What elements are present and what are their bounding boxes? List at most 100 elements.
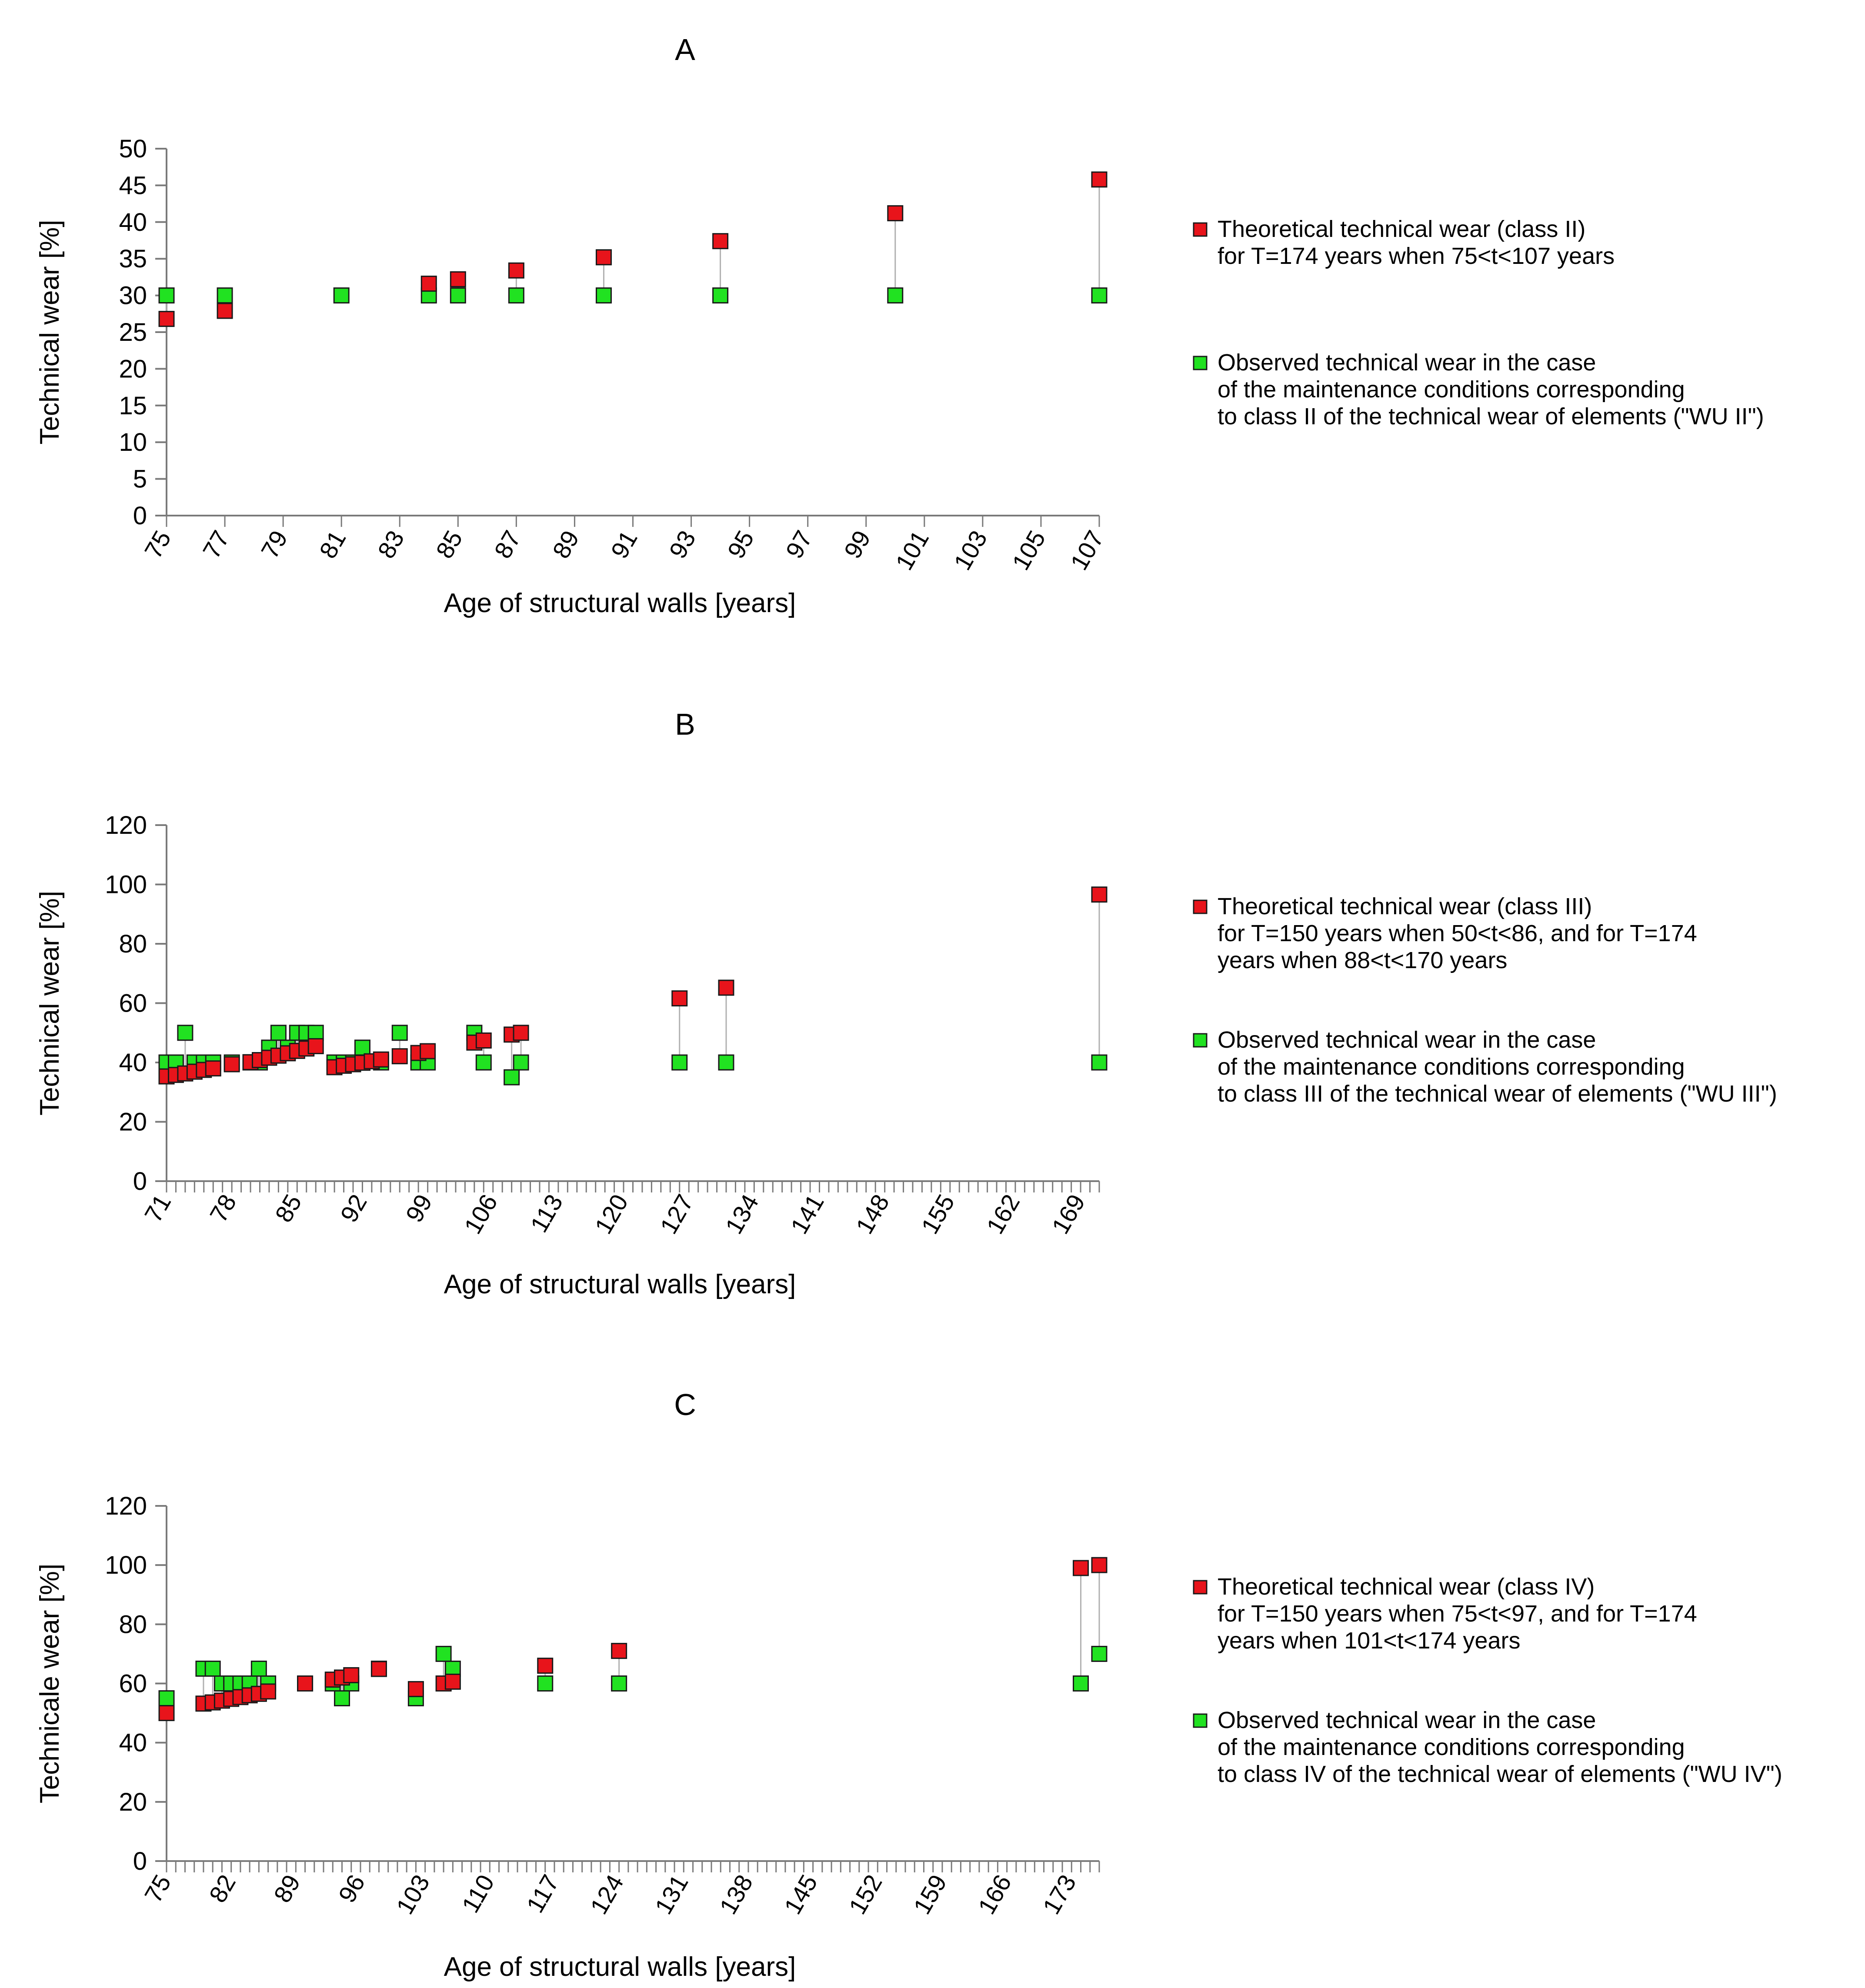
- y-tick-label: 80: [119, 1610, 147, 1638]
- x-tick-label: 169: [1046, 1190, 1090, 1239]
- observed-wear-point: [1073, 1675, 1089, 1692]
- theoretical-wear-point: [508, 262, 524, 279]
- observed-wear-point: [217, 287, 233, 304]
- x-tick-label: 124: [585, 1870, 629, 1919]
- x-tick-label: 89: [268, 1870, 306, 1907]
- observed-wear-point: [537, 1675, 554, 1692]
- y-tick-label: 120: [105, 1492, 147, 1520]
- observed-wear-point: [450, 287, 466, 304]
- observed-wear-point: [1091, 1645, 1108, 1662]
- y-tick-label: 45: [119, 171, 147, 200]
- legend-swatch-observed: [1193, 1713, 1208, 1728]
- observed-wear-point: [444, 1660, 461, 1677]
- theoretical-wear-point: [158, 1705, 175, 1722]
- theoretical-wear-point: [260, 1683, 277, 1700]
- x-tick-label: 99: [838, 526, 876, 563]
- x-tick-label: 92: [335, 1190, 372, 1227]
- legend-label: Observed technical wear in the case: [1218, 1027, 1596, 1053]
- x-tick-label: 127: [654, 1190, 698, 1239]
- theoretical-wear-point: [158, 311, 175, 327]
- y-tick-label: 100: [105, 1551, 147, 1579]
- legend-label: to class III of the technical wear of el…: [1218, 1081, 1777, 1107]
- theoretical-wear-point: [1091, 1557, 1108, 1573]
- theoretical-wear-point: [343, 1667, 360, 1683]
- y-tick-label: 60: [119, 989, 147, 1018]
- chart-title: C: [674, 1388, 696, 1422]
- x-tick-label: 77: [197, 526, 235, 563]
- x-tick-label: 110: [457, 1870, 500, 1918]
- y-tick-label: 0: [133, 502, 147, 530]
- legend-label: of the maintenance conditions correspond…: [1218, 1734, 1685, 1760]
- theoretical-wear-point: [420, 1043, 436, 1059]
- x-tick-label: 95: [722, 526, 759, 563]
- x-tick-label: 83: [372, 526, 410, 563]
- x-tick-label: 101: [890, 526, 934, 575]
- theoretical-wear-point: [475, 1032, 492, 1049]
- observed-wear-point: [671, 1054, 688, 1071]
- observed-wear-point: [204, 1660, 221, 1677]
- theoretical-wear-point: [444, 1673, 461, 1690]
- x-tick-label: 85: [270, 1190, 307, 1227]
- y-tick-label: 40: [119, 208, 147, 236]
- theoretical-wear-point: [887, 205, 904, 222]
- x-tick-label: 89: [547, 526, 584, 563]
- theoretical-wear-point: [224, 1056, 240, 1072]
- chart-legend: Theoretical technical wear (class II)for…: [1193, 216, 1764, 430]
- y-tick-label: 20: [119, 1108, 147, 1136]
- observed-wear-point: [307, 1025, 324, 1041]
- theoretical-wear-point: [1091, 171, 1108, 188]
- theoretical-wear-point: [217, 303, 233, 319]
- observed-wear-point: [435, 1645, 452, 1662]
- y-tick-label: 40: [119, 1049, 147, 1077]
- x-tick-label: 107: [1065, 526, 1109, 575]
- theoretical-wear-point: [373, 1051, 389, 1068]
- x-tick-label: 96: [333, 1870, 370, 1907]
- y-tick-label: 80: [119, 930, 147, 958]
- y-tick-label: 40: [119, 1729, 147, 1757]
- legend-swatch-observed: [1193, 356, 1208, 370]
- observed-wear-point: [611, 1675, 627, 1692]
- x-tick-label: 105: [1007, 526, 1051, 575]
- legend-swatch-theoretical: [1193, 899, 1208, 914]
- observed-wear-point: [158, 1690, 175, 1707]
- legend-label: years when 101<t<174 years: [1218, 1628, 1520, 1654]
- legend-label: for T=150 years when 75<t<97, and for T=…: [1218, 1601, 1697, 1627]
- theoretical-wear-point: [420, 276, 437, 292]
- x-tick-label: 82: [204, 1870, 241, 1907]
- legend-label: to class II of the technical wear of ele…: [1218, 403, 1764, 430]
- y-tick-label: 20: [119, 1788, 147, 1816]
- observed-wear-point: [158, 287, 175, 304]
- y-tick-label: 5: [133, 465, 147, 493]
- x-tick-label: 85: [430, 526, 468, 563]
- theoretical-wear-point: [1091, 886, 1108, 903]
- legend-label: Theoretical technical wear (class III): [1218, 893, 1592, 919]
- y-tick-label: 50: [119, 135, 147, 163]
- x-tick-label: 79: [256, 526, 293, 563]
- observed-wear-point: [475, 1054, 492, 1071]
- x-tick-label: 75: [139, 1870, 177, 1907]
- x-tick-label: 173: [1037, 1870, 1081, 1919]
- legend-swatch-theoretical: [1193, 222, 1208, 237]
- y-axis-label: Technical wear [%]: [35, 891, 65, 1116]
- x-axis-label: Age of structural walls [years]: [444, 1269, 796, 1299]
- observed-wear-point: [334, 1690, 350, 1707]
- chart-legend: Theoretical technical wear (class IV)for…: [1193, 1574, 1782, 1787]
- x-tick-label: 103: [948, 526, 992, 575]
- observed-wear-point: [177, 1025, 194, 1041]
- x-tick-label: 93: [664, 526, 701, 563]
- x-tick-label: 131: [649, 1870, 693, 1919]
- x-tick-label: 99: [400, 1190, 437, 1227]
- theoretical-wear-point: [611, 1643, 627, 1659]
- x-tick-label: 148: [851, 1190, 894, 1239]
- theoretical-wear-point: [450, 271, 466, 287]
- theoretical-wear-point: [718, 979, 734, 996]
- x-tick-label: 106: [459, 1190, 503, 1239]
- theoretical-wear-point: [537, 1658, 554, 1674]
- y-tick-label: 10: [119, 428, 147, 456]
- x-tick-label: 138: [714, 1870, 758, 1919]
- observed-wear-point: [718, 1054, 734, 1071]
- y-tick-label: 120: [105, 811, 147, 839]
- theoretical-wear-point: [297, 1675, 314, 1692]
- observed-wear-point: [513, 1054, 529, 1071]
- legend-label: to class IV of the technical wear of ele…: [1218, 1761, 1782, 1787]
